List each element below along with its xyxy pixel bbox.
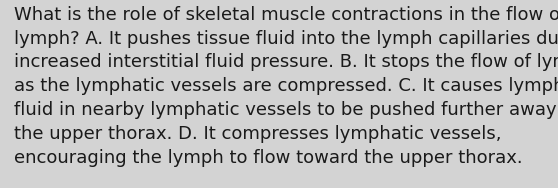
Text: What is the role of skeletal muscle contractions in the flow of
lymph? A. It pus: What is the role of skeletal muscle cont… [14, 6, 558, 167]
